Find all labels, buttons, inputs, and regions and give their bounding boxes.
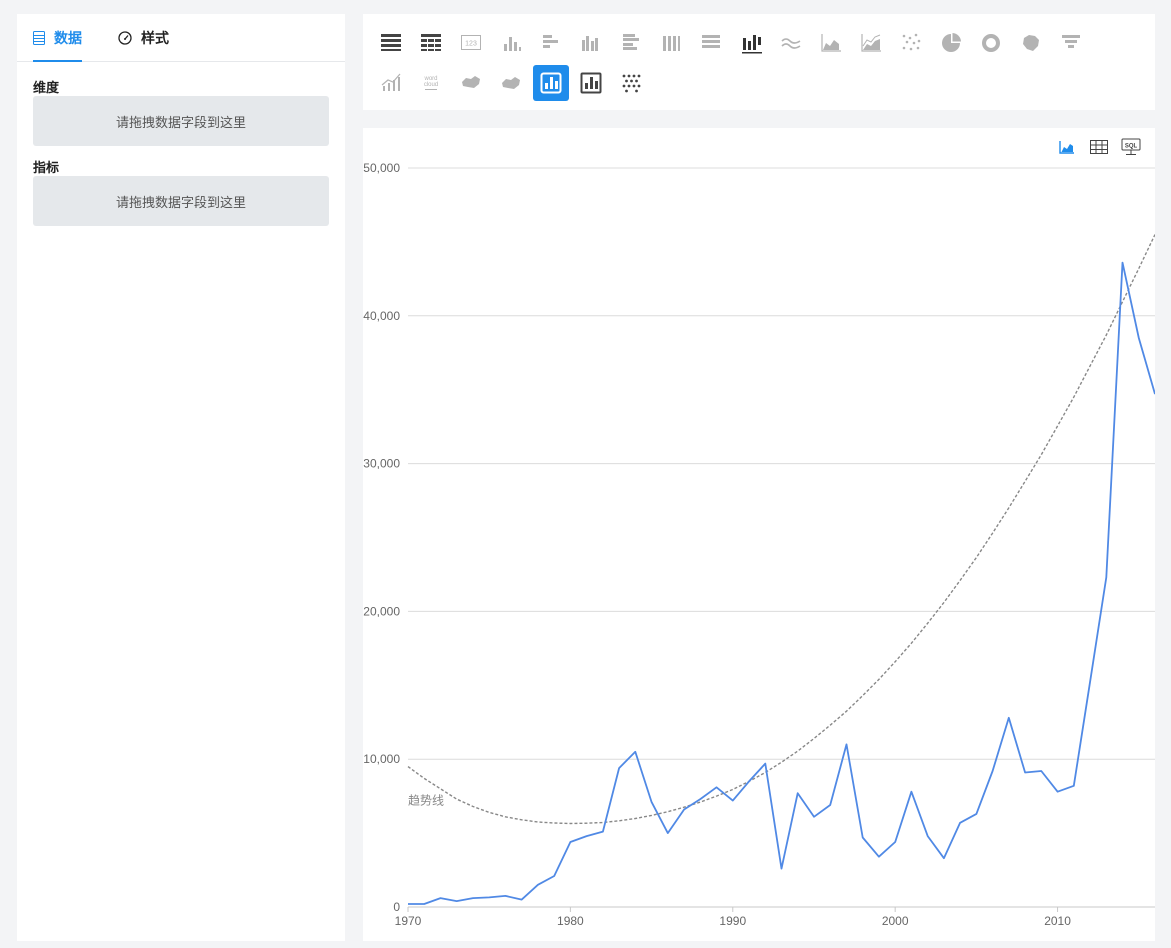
x-tick-label: 2010 [1044,914,1071,928]
y-tick-label: 0 [393,900,400,914]
metric-label: 指标 [33,160,60,175]
selected-bar-chart-icon[interactable] [533,65,569,101]
pivot-table-icon[interactable] [413,25,449,61]
y-tick-label: 10,000 [363,752,400,766]
china-map-icon[interactable] [453,65,489,101]
trendline [407,234,1155,825]
dot-matrix-icon[interactable] [613,65,649,101]
scatter-icon-glyph [902,33,921,51]
area-chart-icon-glyph [821,34,841,52]
stacked-area-icon-glyph [861,34,881,52]
dimension-dropzone[interactable]: 请拖拽数据字段到这里 [33,96,329,146]
table-icon-glyph [381,34,401,51]
map-icon[interactable] [1013,25,1049,61]
area-chart-icon[interactable] [813,25,849,61]
bar-chart-icon[interactable] [533,25,569,61]
stacked-area-icon[interactable] [853,25,889,61]
combo-chart-icon[interactable] [373,65,409,101]
x-tick-label: 2000 [882,914,909,928]
donut-icon[interactable] [973,25,1009,61]
stacked-column-icon[interactable] [653,25,689,61]
sql-view-icon[interactable]: SQL [1120,138,1142,156]
tab-data[interactable]: 数据 [33,14,82,62]
x-tick-label: 1970 [395,914,422,928]
line-chart-icon[interactable] [773,25,809,61]
panel-tabs: 数据 样式 [17,14,345,62]
waterfall-icon-glyph [742,35,762,54]
waterfall-icon[interactable] [733,25,769,61]
bar-chart-outline-icon[interactable] [573,65,609,101]
trendline-label: 趋势线 [408,794,444,808]
x-tick-label: 1990 [719,914,746,928]
y-tick-label: 30,000 [363,457,400,471]
pivot-table-icon-glyph [421,34,441,51]
grouped-bar-icon-glyph [623,34,639,50]
stacked-bar-icon-glyph [702,35,720,48]
tab-data-label: 数据 [54,29,82,46]
china-flow-map-icon[interactable] [493,65,529,101]
dot-matrix-icon-glyph [622,74,641,93]
selected-bar-chart-icon-glyph [540,72,562,94]
bar-chart-icon-glyph [543,35,558,48]
grouped-column-icon-glyph [582,36,598,51]
number-card-icon[interactable]: 123 [453,25,489,61]
svg-text:cloud: cloud [424,82,438,88]
sql-text: SQL [1125,144,1138,150]
combo-chart-icon-glyph [381,73,401,91]
word-cloud-icon[interactable]: word cloud [413,65,449,101]
pie-icon-glyph [942,33,961,52]
line-chart: 0 10,000 20,000 30,000 40,000 50,000 1970 1980 1… [363,161,1155,928]
number-card-icon-glyph: 123 [461,35,481,50]
tab-style-label: 样式 [141,29,169,46]
bar-chart-outline-icon-glyph [580,72,602,94]
grouped-column-icon[interactable] [573,25,609,61]
chart-view-icon[interactable] [1056,138,1078,156]
donut-icon-glyph [982,34,1000,52]
dimension-label: 维度 [33,80,60,95]
svg-text:123: 123 [465,41,477,48]
chart-panel: SQL 0 10,000 20,000 30,000 40,000 50,000 1970 1… [363,128,1155,941]
pie-icon[interactable] [933,25,969,61]
scatter-icon[interactable] [893,25,929,61]
table-view-icon[interactable] [1088,138,1110,156]
y-tick-label: 20,000 [363,604,400,618]
y-tick-label: 40,000 [363,309,400,323]
china-flow-map-icon-glyph [502,77,520,89]
dashboard-icon [118,30,132,45]
china-map-icon-glyph [462,76,480,88]
config-panel: 数据 样式 维度 请拖拽数据字段到这里 指标 请拖拽数据字段到这里 [17,14,345,941]
funnel-icon-glyph [1062,35,1080,48]
table-icon[interactable] [373,25,409,61]
x-tick-label: 1980 [557,914,584,928]
map-icon-glyph [1023,35,1039,51]
column-chart-icon-glyph [504,37,521,51]
funnel-icon[interactable] [1053,25,1089,61]
stacked-bar-icon[interactable] [693,25,729,61]
series-line [408,261,1155,905]
chart-type-toolbar: 123 word cloud [363,14,1155,110]
column-chart-icon[interactable] [493,25,529,61]
table-icon [33,30,45,45]
stacked-column-icon-glyph [663,36,680,51]
y-tick-label: 50,000 [363,161,400,175]
tab-style[interactable]: 样式 [118,14,169,61]
line-chart-icon-glyph [781,38,801,49]
metric-dropzone[interactable]: 请拖拽数据字段到这里 [33,176,329,226]
svg-text:word: word [423,76,437,82]
grouped-bar-icon[interactable] [613,25,649,61]
